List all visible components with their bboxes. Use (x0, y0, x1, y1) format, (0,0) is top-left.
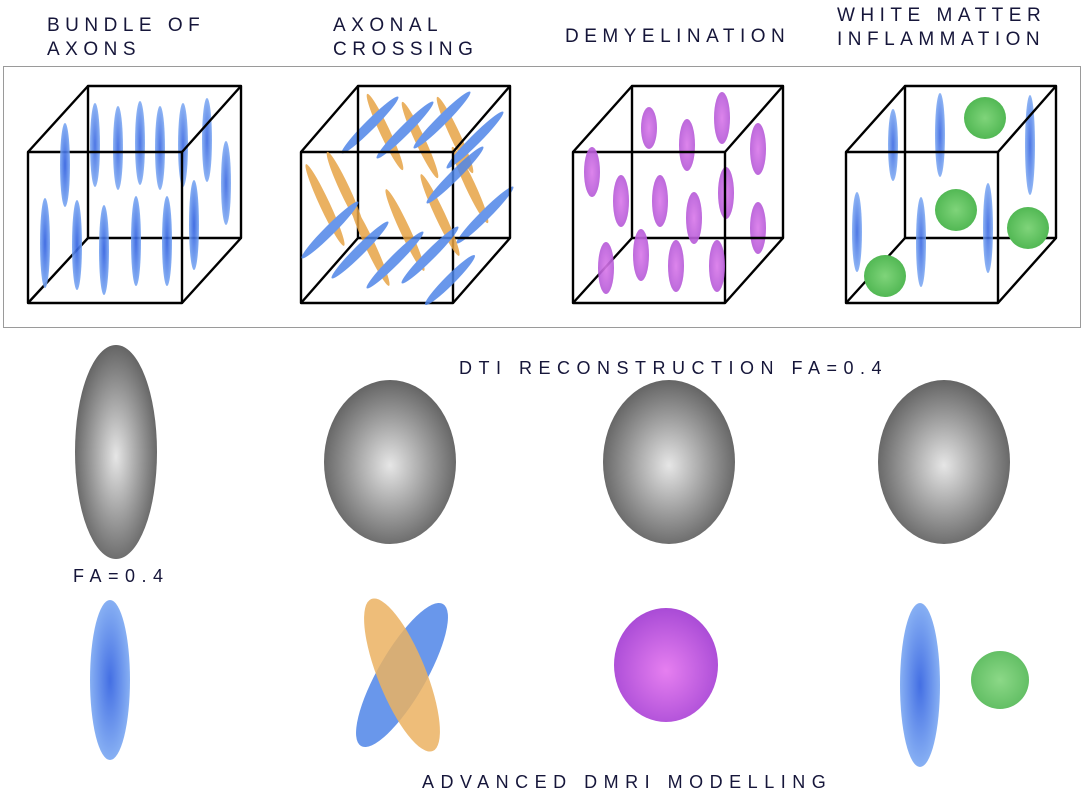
crossing-fibers-back (341, 91, 514, 244)
cube-edges (571, 84, 785, 305)
advanced-models (90, 598, 1029, 767)
crossing-fibers-front (301, 146, 484, 305)
cube-edges (844, 84, 1058, 305)
dti-tensor-demyelination (603, 380, 735, 544)
label-advanced-dmri-modelling: ADVANCED DMRI MODELLING (422, 772, 833, 792)
cube-edges (299, 84, 512, 305)
demyelination-blobs-back (641, 92, 766, 254)
model-bundle-fiber (90, 600, 130, 760)
dti-tensor-inflammation (878, 380, 1010, 544)
dti-tensors (75, 345, 1010, 559)
heading-demyelination: DEMYELINATION (565, 26, 791, 47)
cube-bundle-of-axons (26, 84, 243, 305)
inflammation-front (852, 183, 1049, 297)
model-demyelination (614, 608, 718, 722)
bundle-axons-back (90, 98, 231, 225)
heading-white-matter-inflammation: WHITE MATTER INFLAMMATION (837, 5, 1047, 50)
cube-axonal-crossing (299, 84, 514, 305)
model-inflammation-fiber (900, 603, 940, 767)
bundle-axons-front (40, 123, 199, 295)
cube-panel-frame (3, 66, 1081, 328)
inflammation-back (888, 93, 1035, 195)
dti-tensor-crossing (324, 380, 456, 544)
cube-white-matter-inflammation (844, 84, 1058, 305)
cube-demyelination (571, 84, 785, 305)
dti-tensor-bundle (75, 345, 157, 559)
heading-axonal-crossing: AXONAL CROSSING (333, 15, 479, 60)
label-fa: FA=0.4 (73, 566, 170, 586)
demyelination-blobs-front (584, 147, 725, 294)
model-inflammation-cell (971, 651, 1029, 709)
heading-bundle-of-axons: BUNDLE OF AXONS (47, 15, 206, 60)
model-crossing-fibers (356, 598, 448, 752)
label-dti-reconstruction: DTI RECONSTRUCTION FA=0.4 (459, 358, 889, 378)
cube-edges (26, 84, 243, 305)
